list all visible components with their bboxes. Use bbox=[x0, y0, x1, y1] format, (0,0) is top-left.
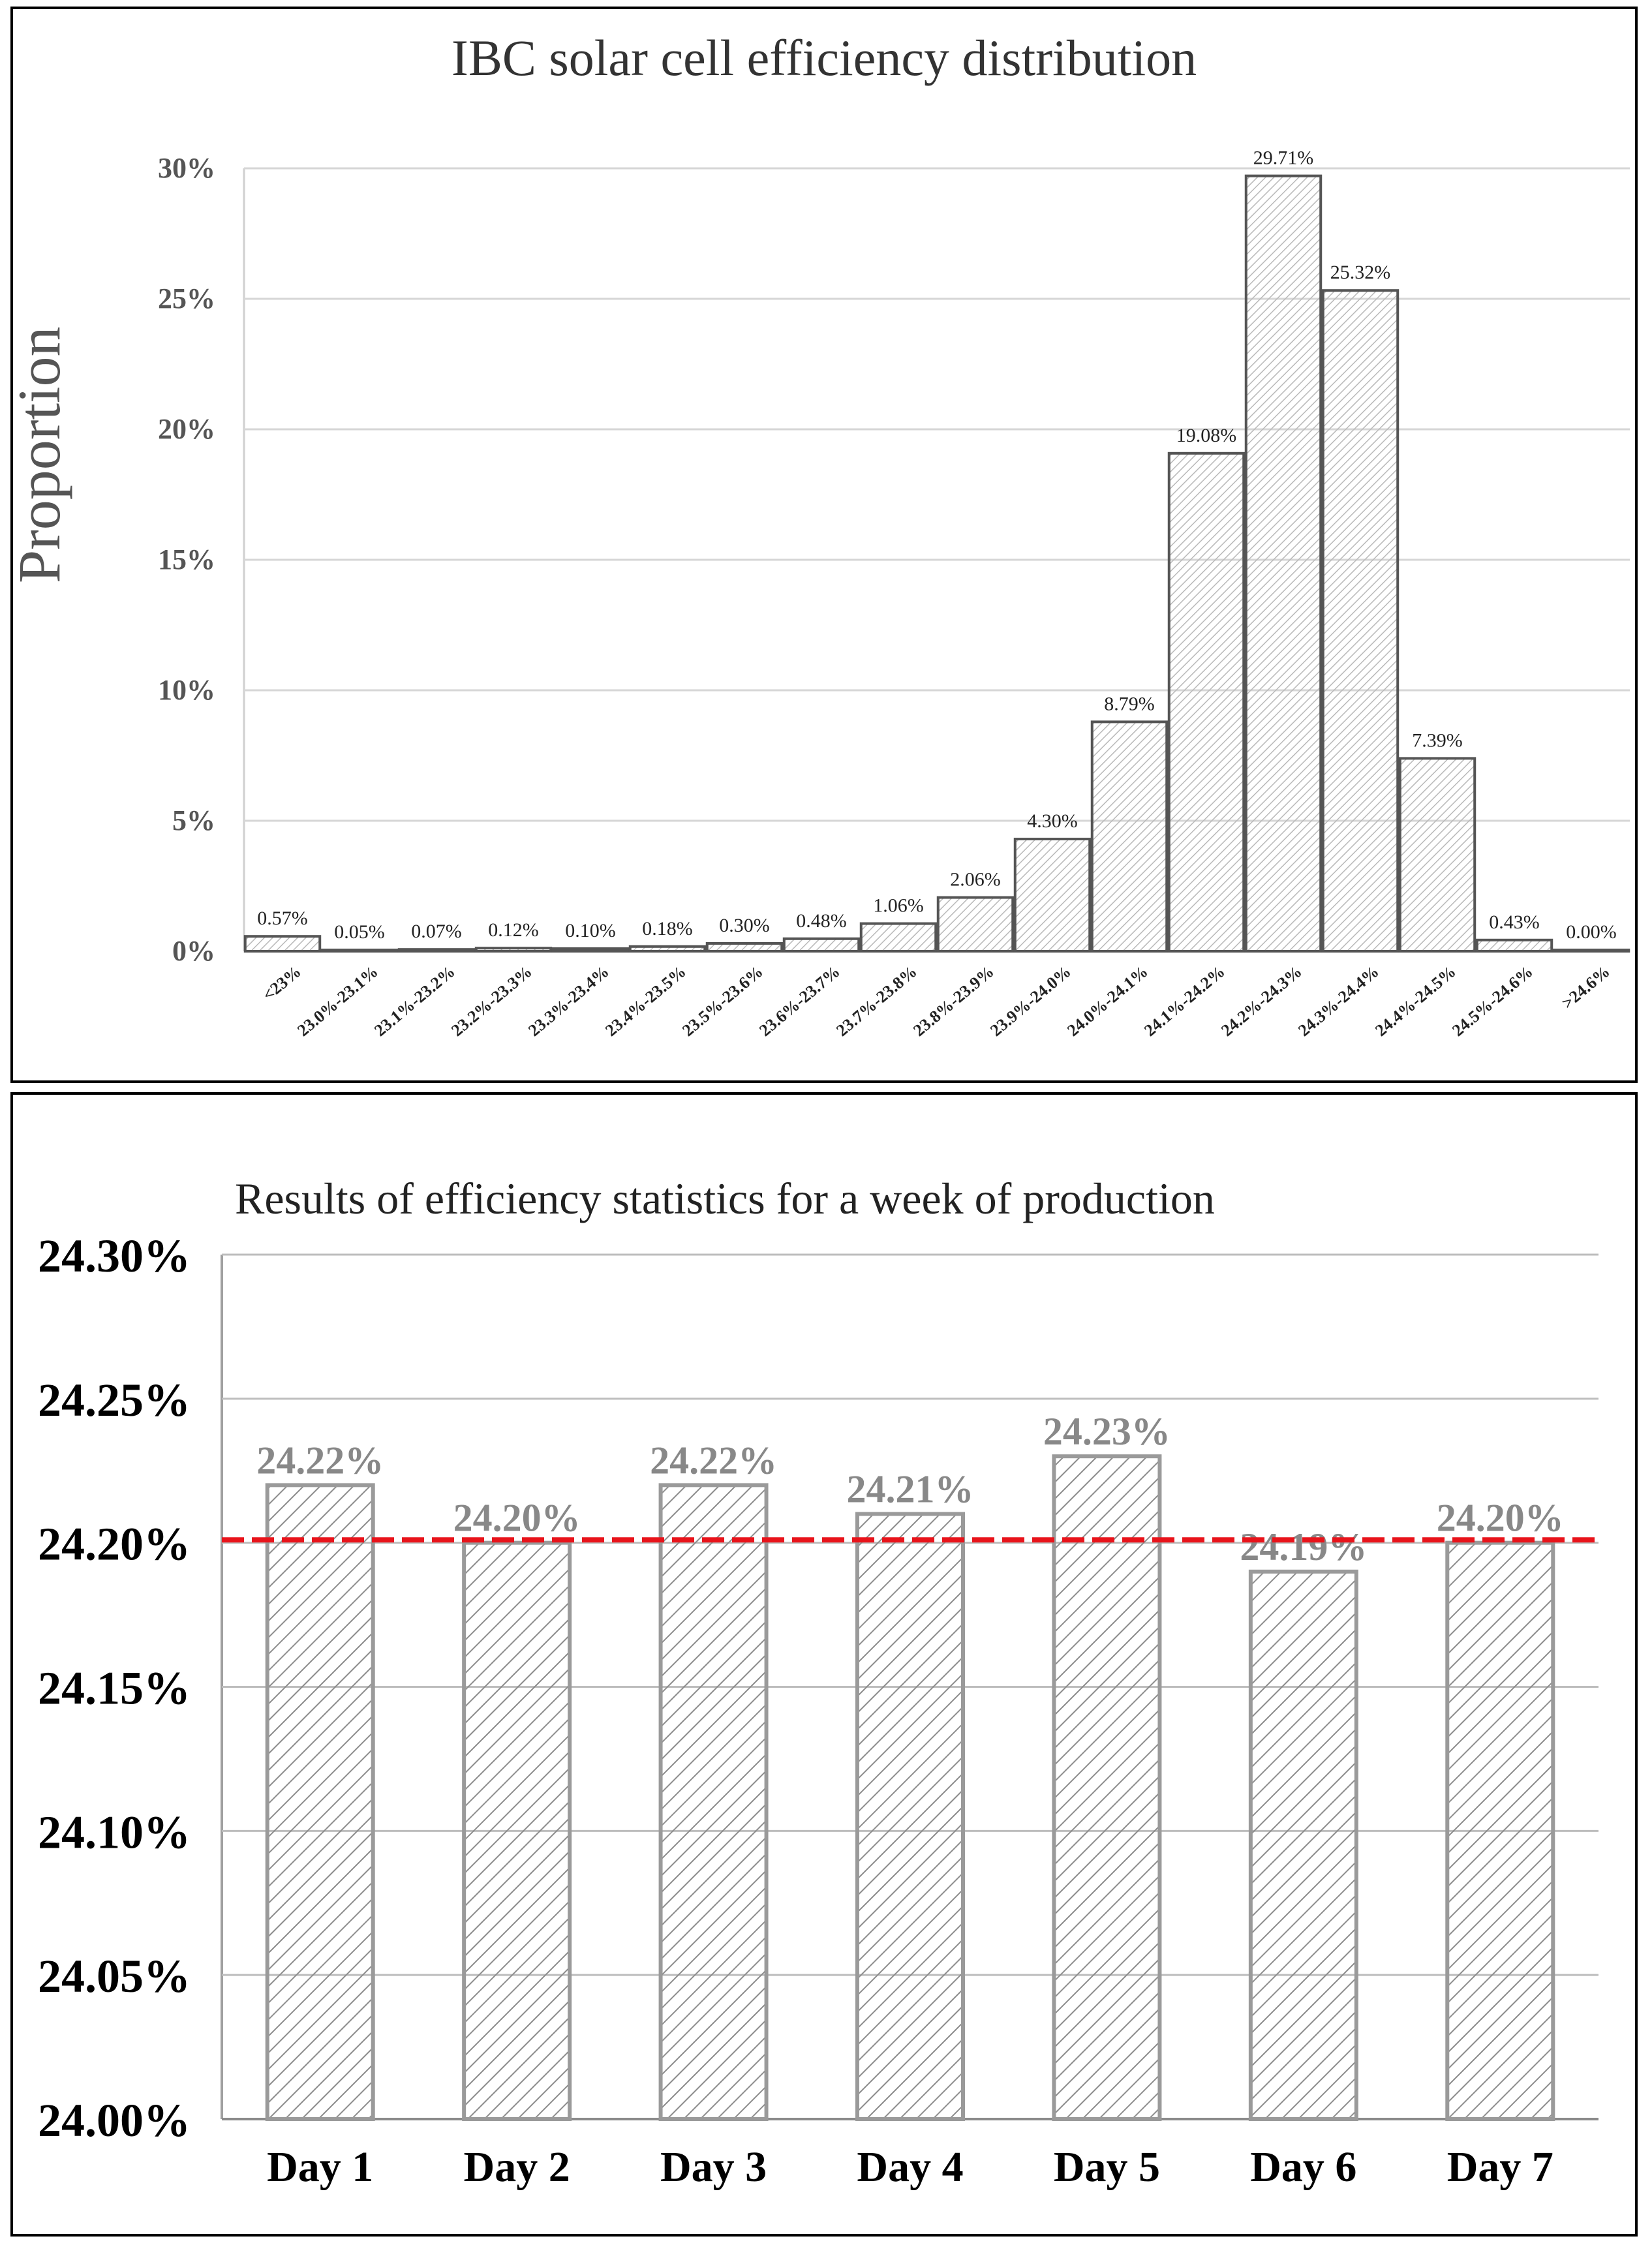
y-tick-label: 24.30% bbox=[38, 1230, 191, 1282]
y-tick-label: 24.10% bbox=[38, 1806, 191, 1858]
bar bbox=[628, 945, 707, 953]
bar bbox=[1013, 838, 1092, 953]
bar bbox=[320, 949, 399, 953]
bar bbox=[1090, 720, 1169, 953]
data-label: 0.10% bbox=[565, 920, 616, 941]
x-tick-label: 23.3%-23.4% bbox=[525, 962, 613, 1040]
y-tick-label: 24.20% bbox=[38, 1518, 191, 1570]
distribution-chart-panel: IBC solar cell efficiency distribution P… bbox=[6, 7, 1638, 1083]
chart-title: IBC solar cell efficiency distribution bbox=[451, 29, 1197, 86]
x-tick-label: Day 6 bbox=[1250, 2143, 1356, 2191]
x-tick-label: 24.4%-24.5% bbox=[1371, 962, 1460, 1040]
bar bbox=[1552, 949, 1630, 953]
x-tick-label: 24.1%-24.2% bbox=[1140, 962, 1229, 1040]
data-label: 24.20% bbox=[1437, 1497, 1564, 1540]
x-tick-label: <23% bbox=[259, 962, 305, 1004]
y-tick-label: 24.25% bbox=[38, 1374, 191, 1426]
data-label: 4.30% bbox=[1027, 810, 1078, 832]
data-label: 1.06% bbox=[873, 895, 924, 917]
data-label: 0.48% bbox=[796, 910, 847, 932]
x-tick-label: 23.8%-23.9% bbox=[910, 962, 998, 1040]
x-tick-label: 24.2%-24.3% bbox=[1217, 962, 1306, 1040]
x-tick-label: 24.3%-24.4% bbox=[1294, 962, 1383, 1040]
x-tick-label: 23.9%-24.0% bbox=[987, 962, 1075, 1040]
y-tick-label: 10% bbox=[158, 674, 215, 706]
y-tick-label: 25% bbox=[158, 283, 215, 314]
y-tick-label: 24.05% bbox=[38, 1950, 191, 2002]
bar bbox=[243, 935, 322, 953]
data-label: 19.08% bbox=[1176, 425, 1237, 446]
data-label: 0.05% bbox=[334, 921, 385, 943]
x-tick-label: 23.1%-23.2% bbox=[371, 962, 459, 1040]
x-tick-label: 24.0%-24.1% bbox=[1063, 962, 1152, 1040]
x-tick-label: >24.6% bbox=[1558, 962, 1614, 1013]
x-tick-label: 23.0%-23.1% bbox=[294, 962, 382, 1040]
data-label: 0.12% bbox=[488, 919, 539, 941]
bar bbox=[1475, 938, 1553, 953]
data-label: 2.06% bbox=[950, 869, 1001, 891]
data-label: 8.79% bbox=[1104, 693, 1155, 714]
x-tick-label: Day 1 bbox=[267, 2143, 373, 2191]
data-label: 24.22% bbox=[650, 1439, 777, 1482]
bar bbox=[705, 942, 784, 953]
bar bbox=[859, 922, 938, 953]
x-tick-label: 24.5%-24.6% bbox=[1448, 962, 1537, 1040]
x-tick-label: Day 3 bbox=[660, 2143, 767, 2191]
data-label: 24.23% bbox=[1043, 1410, 1170, 1453]
bar bbox=[1244, 174, 1323, 953]
y-tick-label: 0% bbox=[172, 935, 215, 967]
data-label: 0.43% bbox=[1489, 911, 1540, 933]
data-label: 0.00% bbox=[1566, 921, 1617, 943]
bar bbox=[658, 1483, 769, 2121]
data-label: 0.57% bbox=[257, 908, 308, 929]
data-label: 0.30% bbox=[719, 915, 770, 936]
data-label: 25.32% bbox=[1330, 262, 1391, 283]
data-label: 24.22% bbox=[256, 1439, 384, 1482]
data-label: 24.21% bbox=[847, 1468, 974, 1511]
bar bbox=[1167, 451, 1246, 953]
data-label: 29.71% bbox=[1253, 147, 1314, 169]
y-tick-label: 30% bbox=[158, 152, 215, 184]
bar bbox=[462, 1540, 572, 2121]
y-tick-label: 15% bbox=[158, 543, 215, 575]
bar bbox=[936, 896, 1015, 953]
bar bbox=[265, 1483, 375, 2121]
x-tick-label: 23.2%-23.3% bbox=[448, 962, 536, 1040]
data-label: 24.19% bbox=[1240, 1525, 1367, 1568]
bar bbox=[1321, 289, 1400, 953]
bar bbox=[1398, 757, 1476, 953]
bar bbox=[855, 1512, 965, 2121]
bar bbox=[1445, 1540, 1555, 2121]
x-tick-label: Day 7 bbox=[1447, 2143, 1553, 2191]
y-tick-label: 24.00% bbox=[38, 2094, 191, 2146]
x-tick-label: 23.4%-23.5% bbox=[602, 962, 690, 1040]
y-tick-label: 24.15% bbox=[38, 1662, 191, 1715]
bar bbox=[474, 947, 553, 953]
weekly-chart-svg: 24.00% 24.05% 24.10% 24.15% 24.20% 24.25% 24.3… bbox=[38, 1230, 1598, 2191]
y-tick-label: 5% bbox=[172, 804, 215, 836]
x-tick-label: 23.7%-23.8% bbox=[833, 962, 921, 1040]
x-tick-label: 23.6%-23.7% bbox=[756, 962, 844, 1040]
bar bbox=[1248, 1569, 1358, 2121]
bar bbox=[782, 937, 861, 953]
data-label: 7.39% bbox=[1412, 729, 1463, 751]
bar bbox=[551, 947, 630, 953]
data-label: 0.18% bbox=[642, 918, 693, 939]
x-tick-label: Day 2 bbox=[464, 2143, 570, 2191]
chart-title: Results of efficiency statistics for a w… bbox=[235, 1174, 1215, 1223]
y-tick-label: 20% bbox=[158, 413, 215, 445]
data-label: 24.20% bbox=[453, 1497, 581, 1540]
x-tick-label: 23.5%-23.6% bbox=[679, 962, 767, 1040]
x-tick-label: Day 5 bbox=[1054, 2143, 1160, 2191]
x-tick-label: Day 4 bbox=[857, 2143, 963, 2191]
data-label: 0.07% bbox=[411, 921, 462, 942]
bar bbox=[1052, 1454, 1162, 2121]
bar bbox=[397, 948, 476, 953]
weekly-chart-panel: Results of efficiency statistics for a w… bbox=[10, 1092, 1638, 2237]
distribution-chart-svg: 0% 5% 10% 15% 20% 25% 30% 0.57% <23% 0.05% 23.0%-2… bbox=[158, 147, 1630, 1040]
